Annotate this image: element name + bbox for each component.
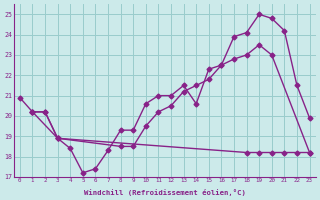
X-axis label: Windchill (Refroidissement éolien,°C): Windchill (Refroidissement éolien,°C)	[84, 189, 246, 196]
